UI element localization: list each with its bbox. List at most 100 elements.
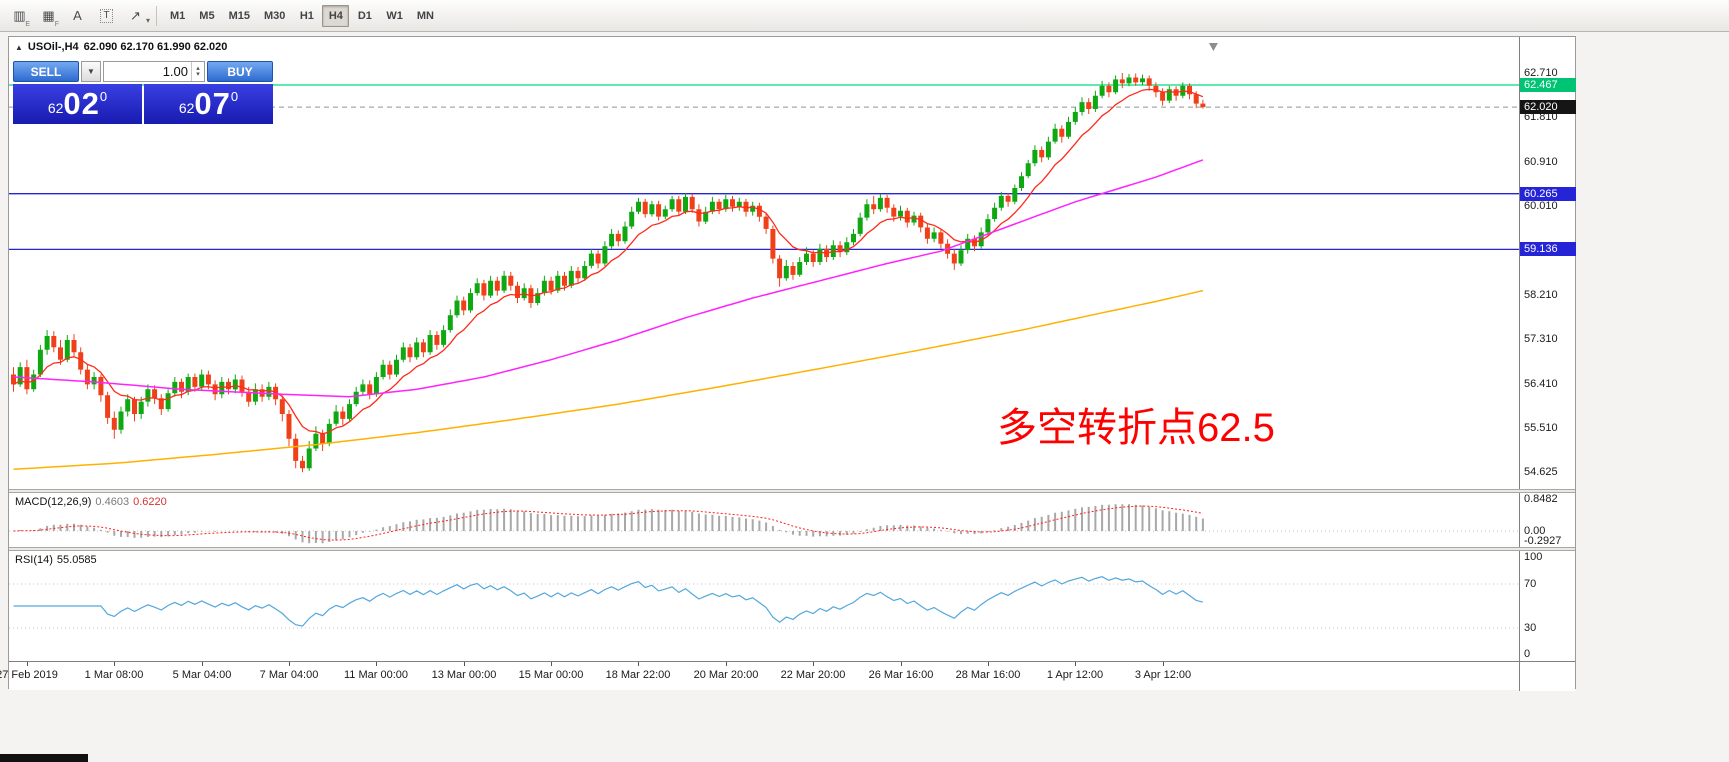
price-scale-label: 60.910 <box>1524 156 1558 168</box>
macd-scale-label: -0.2927 <box>1524 535 1562 547</box>
chart-title: ▲ USOil-,H4 62.090 62.170 61.990 62.020 <box>15 41 227 53</box>
text-label-icon-glyph: T <box>100 8 113 23</box>
rsi-scale-label: 0 <box>1524 648 1531 660</box>
time-label: 15 Mar 00:00 <box>518 669 584 681</box>
rsi-value: 55.0585 <box>56 554 97 566</box>
rsi-canvas[interactable] <box>9 551 1519 661</box>
time-tick <box>726 662 727 666</box>
macd-canvas[interactable] <box>9 493 1519 547</box>
chart-icon[interactable]: ▥ E <box>6 4 33 28</box>
macd-pane: 0.8482 0.00 -0.2927 MACD(12,26,9) 0.4603 0.6… <box>9 493 1575 547</box>
macd-scale-label: 0.8482 <box>1524 493 1558 505</box>
sell-price-big: 02 <box>63 86 100 121</box>
time-tick <box>1163 662 1164 666</box>
time-label: 26 Mar 16:00 <box>868 669 934 681</box>
price-badge-59.136: 59.136 <box>1520 242 1576 256</box>
main-chart-canvas[interactable] <box>9 37 1519 489</box>
sell-button[interactable]: SELL <box>13 61 79 82</box>
collapse-triangle-icon[interactable]: ▲ <box>15 42 23 52</box>
tf-button-M30[interactable]: M30 <box>263 9 286 22</box>
price-scale-label: 61.810 <box>1524 111 1558 123</box>
macd-value-signal: 0.6220 <box>133 496 167 508</box>
macd-axis[interactable]: 0.8482 0.00 -0.2927 <box>1519 493 1575 547</box>
price-badge-62.467: 62.467 <box>1520 78 1576 92</box>
grid-icon[interactable]: ▦ F <box>35 4 62 28</box>
pane-splitter[interactable] <box>9 489 1575 493</box>
rsi-axis[interactable]: 100 70 30 0 <box>1519 551 1575 661</box>
time-tick <box>901 662 902 666</box>
tf-button-MN[interactable]: MN <box>416 9 434 22</box>
time-label: 18 Mar 22:00 <box>605 669 671 681</box>
price-scale-label: 62.710 <box>1524 67 1558 79</box>
buy-price-small: 62 <box>178 100 195 116</box>
time-label: 1 Mar 08:00 <box>84 669 144 681</box>
tf-button-M5[interactable]: M5 <box>199 9 215 22</box>
rsi-name: RSI(14) <box>15 554 53 566</box>
volume-field[interactable]: 1.00 ▴ ▾ <box>103 61 205 82</box>
sell-price-tile[interactable]: 62 02 0 <box>13 84 142 124</box>
buy-button[interactable]: BUY <box>207 61 273 82</box>
price-scale-label: 58.210 <box>1524 289 1558 301</box>
macd-name: MACD(12,26,9) <box>15 496 92 508</box>
sell-price-small: 62 <box>47 100 64 116</box>
volume-spinner[interactable]: ▴ ▾ <box>191 62 204 81</box>
time-tick <box>289 662 290 666</box>
shift-marker-icon[interactable] <box>1208 43 1218 51</box>
price-axis[interactable]: 62.710 61.810 60.910 60.010 58.210 57.310 56.4… <box>1519 37 1576 489</box>
tf-button-W1[interactable]: W1 <box>386 9 403 22</box>
toolbar: ▥ E ▦ F A T ↗ ▾ M1 M5 M15 M30 H1 H4 D1 W1 MN <box>0 0 1729 32</box>
macd-signal-line <box>13 505 1203 541</box>
sell-price-sup: 0 <box>99 88 108 104</box>
price-badge-60.265: 60.265 <box>1520 187 1576 201</box>
toolbar-icons: ▥ E ▦ F A T ↗ ▾ <box>6 4 150 28</box>
volume-dropdown-button[interactable]: ▼ <box>81 61 101 82</box>
time-label: 3 Apr 12:00 <box>1134 669 1192 681</box>
rsi-scale-label: 30 <box>1524 622 1537 634</box>
ohlc-readout: 62.090 62.170 61.990 62.020 <box>83 41 228 53</box>
spin-up-icon[interactable]: ▴ <box>196 64 200 72</box>
time-tick <box>551 662 552 666</box>
ma-slow-line[interactable] <box>13 289 1204 471</box>
time-tick <box>114 662 115 666</box>
price-scale-label: 60.010 <box>1524 200 1558 212</box>
grid-icon-badge: F <box>54 20 59 28</box>
rsi-scale-label: 100 <box>1524 551 1543 563</box>
text-a-icon[interactable]: A <box>64 4 91 28</box>
tf-button-M15[interactable]: M15 <box>228 9 250 22</box>
time-tick <box>376 662 377 666</box>
time-axis[interactable]: 27 Feb 2019 1 Mar 08:00 5 Mar 04:00 7 Mar 0… <box>0 661 1575 691</box>
macd-label: MACD(12,26,9) 0.4603 0.6220 <box>15 496 167 508</box>
time-label: 11 Mar 00:00 <box>343 669 409 681</box>
caret-down-icon: ▾ <box>145 15 150 25</box>
buy-price-big: 07 <box>194 86 231 121</box>
price-scale-label: 57.310 <box>1524 333 1558 345</box>
toolbar-separator <box>156 5 157 26</box>
time-label: 5 Mar 04:00 <box>172 669 232 681</box>
horizontal-scrollbar-handle[interactable] <box>0 754 88 762</box>
chart-icon-badge: E <box>25 20 30 28</box>
caret-down-icon: ▼ <box>87 67 95 76</box>
main-chart-pane: 62.710 61.810 60.910 60.010 58.210 57.310 56.4… <box>9 37 1576 489</box>
spin-down-icon[interactable]: ▾ <box>196 70 200 78</box>
time-tick <box>1075 662 1076 666</box>
tf-button-H4[interactable]: H4 <box>322 4 350 27</box>
time-tick <box>464 662 465 666</box>
time-label: 13 Mar 00:00 <box>431 669 497 681</box>
chart-icon-glyph: ▥ <box>13 7 26 23</box>
time-label: 27 Feb 2019 <box>0 669 58 681</box>
text-label-icon[interactable]: T <box>93 4 120 28</box>
tf-button-M1[interactable]: M1 <box>170 9 186 22</box>
one-click-trading-panel: SELL ▼ 1.00 ▴ ▾ BUY 62 02 0 62 07 0 <box>13 61 273 124</box>
ma-fast-line[interactable] <box>13 88 1204 435</box>
time-label: 1 Apr 12:00 <box>1046 669 1104 681</box>
tf-button-H1[interactable]: H1 <box>299 9 314 22</box>
pane-splitter[interactable] <box>9 547 1575 551</box>
buy-price-tile[interactable]: 62 07 0 <box>144 84 273 124</box>
drawing-tools-icon[interactable]: ↗ ▾ <box>122 4 150 28</box>
rsi-scale-label: 70 <box>1524 578 1537 590</box>
chart-annotation[interactable]: 多空转折点62.5 <box>997 406 1275 450</box>
tf-button-D1[interactable]: D1 <box>357 9 372 22</box>
ma-mid-line[interactable] <box>13 159 1204 398</box>
price-badge-62.020: 62.020 <box>1520 100 1576 114</box>
time-tick <box>27 662 28 666</box>
